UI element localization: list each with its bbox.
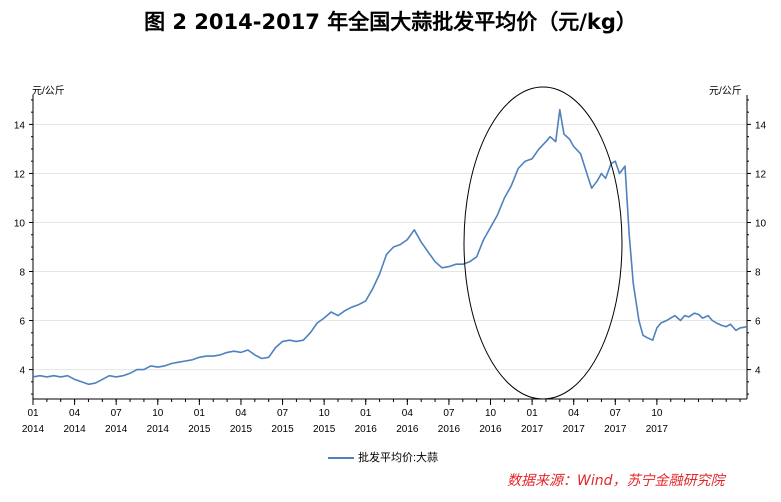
highlight-ellipse xyxy=(463,86,623,400)
x-tick-label-year: 2014 xyxy=(105,424,128,435)
y-tick-label-right: 4 xyxy=(755,366,761,377)
axes xyxy=(32,95,748,400)
x-tick-label-year: 2016 xyxy=(479,424,502,435)
x-tick-label-year: 2017 xyxy=(521,424,544,435)
x-tick-label-year: 2017 xyxy=(646,424,669,435)
series-line-garlic-price xyxy=(32,108,748,386)
x-tick-label-year: 2014 xyxy=(147,424,170,435)
x-tick-label-year: 2014 xyxy=(22,424,45,435)
x-tick-label-year: 2015 xyxy=(188,424,211,435)
x-tick-label-month: 01 xyxy=(527,408,539,419)
series-layer xyxy=(32,108,748,386)
y-tick-label-left: 14 xyxy=(14,120,26,131)
y-tick-label-right: 12 xyxy=(755,169,767,180)
y-tick-label-right: 14 xyxy=(755,120,767,131)
y-tick-label-right: 10 xyxy=(755,218,767,229)
y-tick-label-left: 8 xyxy=(19,268,25,279)
ticks: 4 4 6 6 8 8 10 10 12 12 14 14 01 2014 04 2014 07 2014 10 20… xyxy=(14,99,767,435)
x-tick-label-month: 07 xyxy=(277,408,289,419)
x-tick-label-month: 04 xyxy=(402,408,414,419)
y-tick-label-right: 8 xyxy=(755,268,761,279)
x-tick-label-year: 2016 xyxy=(355,424,378,435)
x-tick-label-month: 07 xyxy=(610,408,622,419)
x-tick-label-month: 01 xyxy=(360,408,372,419)
x-tick-label-year: 2015 xyxy=(230,424,253,435)
x-tick-label-month: 07 xyxy=(443,408,455,419)
chart-title: 图 2 2014-2017 年全国大蒜批发平均价（元/kg） xyxy=(144,10,637,34)
grid-lines xyxy=(33,123,747,371)
x-tick-label-year: 2014 xyxy=(63,424,86,435)
x-tick-label-year: 2016 xyxy=(438,424,461,435)
y-tick-label-left: 6 xyxy=(19,317,25,328)
legend-label: 批发平均价:大蒜 xyxy=(358,452,439,464)
x-tick-label-month: 10 xyxy=(485,408,497,419)
x-tick-label-month: 04 xyxy=(69,408,81,419)
legend-swatch xyxy=(328,457,354,460)
x-tick-label-year: 2015 xyxy=(313,424,336,435)
y-tick-label-left: 4 xyxy=(19,366,25,377)
x-tick-label-year: 2016 xyxy=(396,424,419,435)
x-tick-label-year: 2015 xyxy=(271,424,294,435)
x-tick-label-year: 2017 xyxy=(563,424,586,435)
source-note: 数据来源：Wind，苏宁金融研究院 xyxy=(507,473,725,489)
y-axis-unit-right: 元/公斤 xyxy=(709,86,742,97)
y-tick-label-left: 12 xyxy=(14,169,26,180)
x-tick-label-month: 10 xyxy=(319,408,331,419)
x-tick-label-month: 07 xyxy=(111,408,123,419)
x-tick-label-month: 10 xyxy=(152,408,164,419)
x-tick-label-year: 2017 xyxy=(604,424,627,435)
x-tick-label-month: 04 xyxy=(235,408,247,419)
x-tick-label-month: 01 xyxy=(194,408,206,419)
y-tick-label-left: 10 xyxy=(14,218,26,229)
x-tick-label-month: 10 xyxy=(651,408,663,419)
y-tick-label-right: 6 xyxy=(755,317,761,328)
y-axis-unit-left: 元/公斤 xyxy=(32,86,65,97)
x-tick-label-month: 01 xyxy=(27,408,39,419)
x-tick-label-month: 04 xyxy=(568,408,580,419)
legend: 批发平均价:大蒜 xyxy=(328,449,438,465)
